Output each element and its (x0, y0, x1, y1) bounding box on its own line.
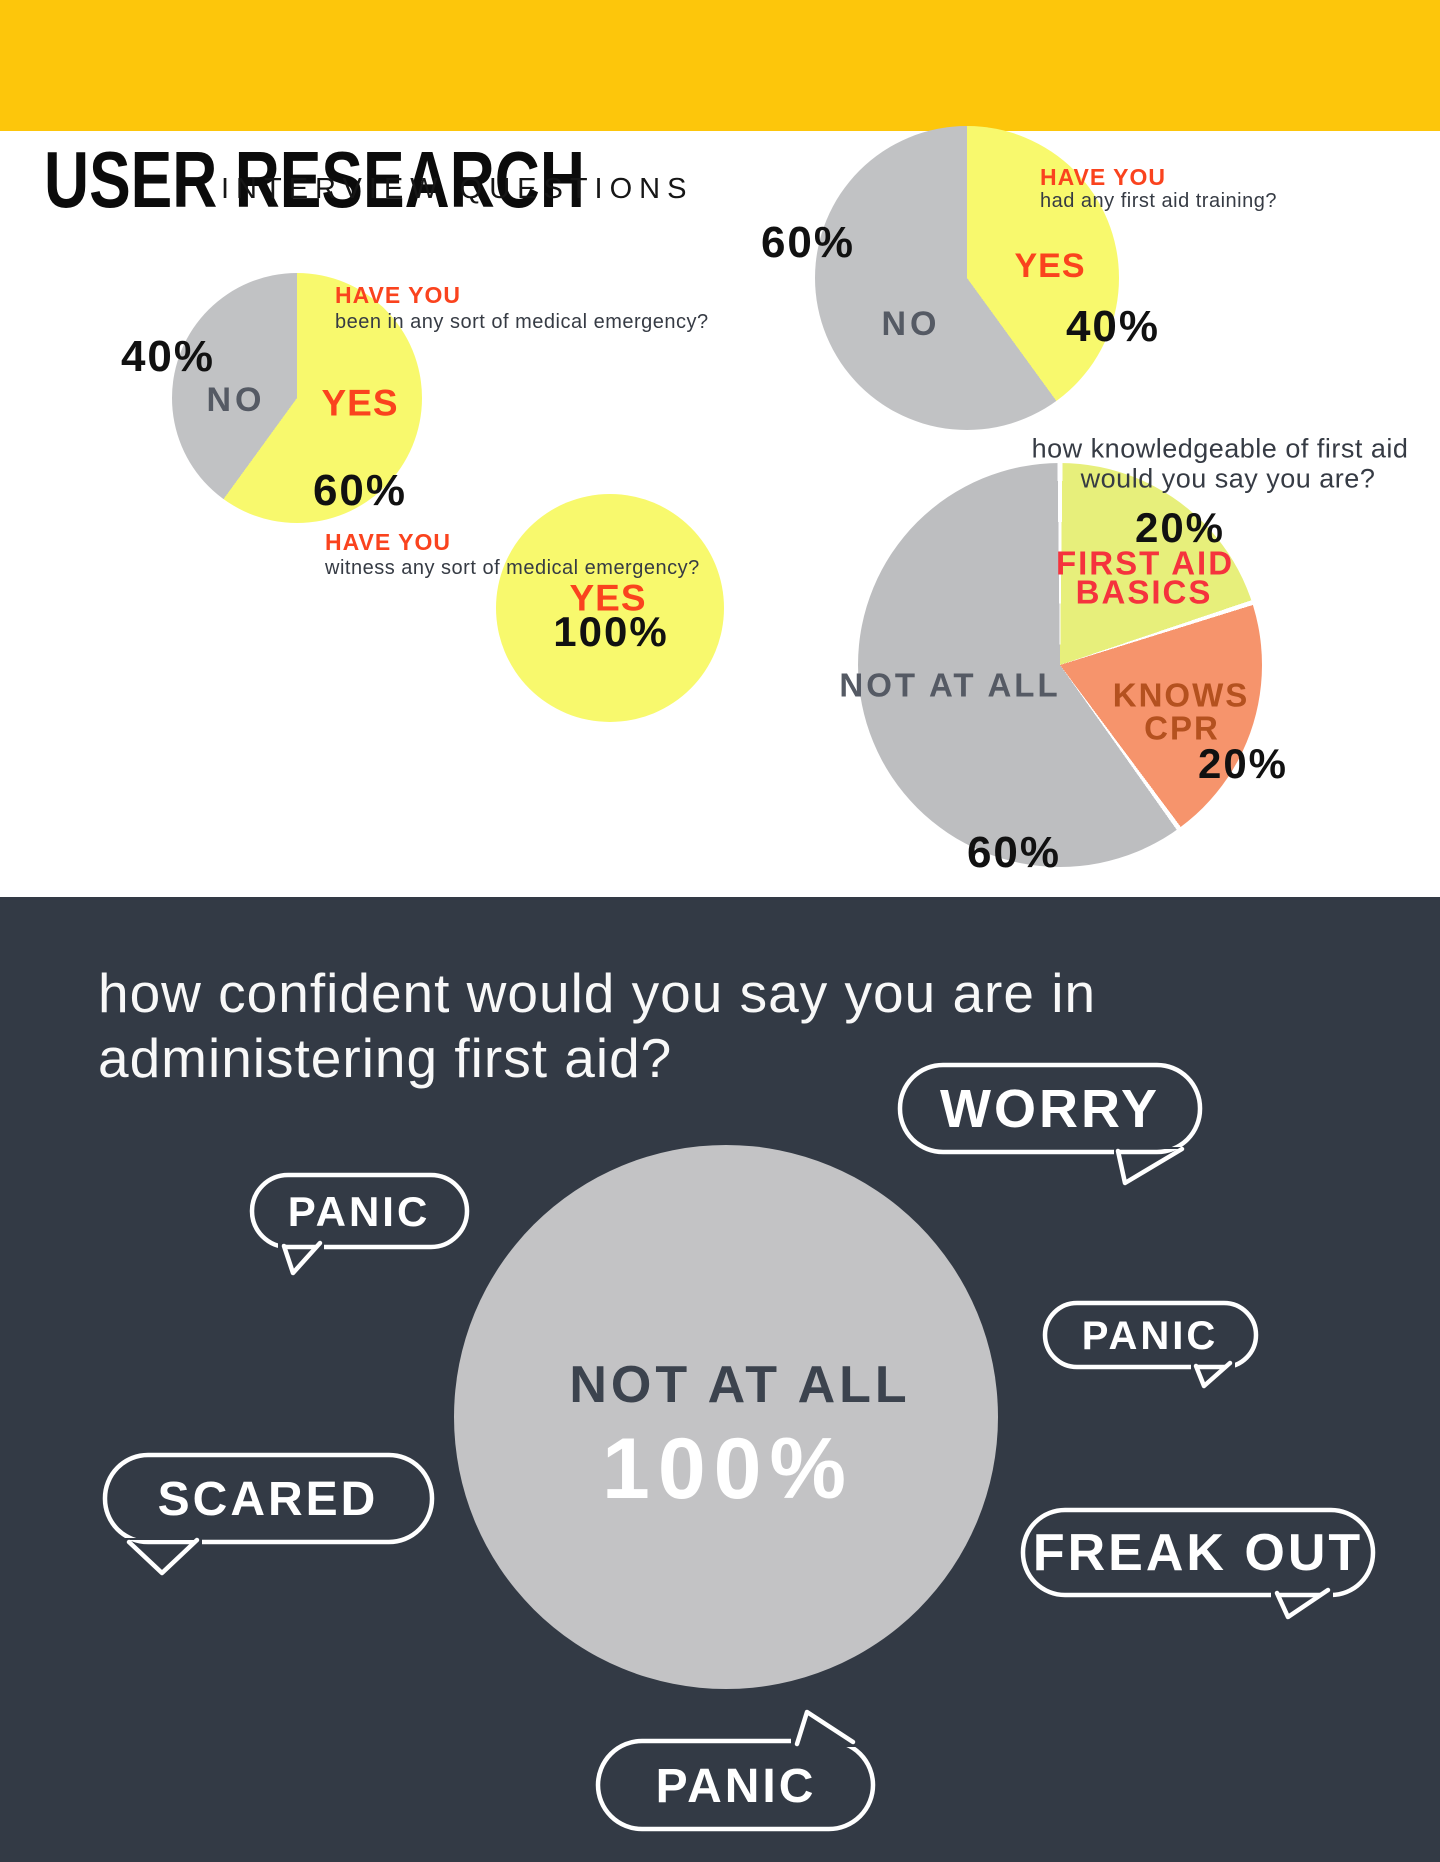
confidence-heading-line1: how confident would you say you are in (98, 962, 1097, 1024)
pie4-cpr-label-line1: KNOWS (1112, 676, 1250, 714)
pie-chart-witness-emergency (496, 494, 724, 722)
confidence-circle-label: NOT AT ALL (569, 1356, 911, 1414)
page-subtitle: INTERVIEW QUESTIONS (221, 173, 694, 205)
pie2-question-prefix: HAVE YOU (1040, 164, 1167, 190)
pie4-cpr-percent: 20% (1197, 740, 1289, 787)
speech-bubble-worry: WORRY (897, 1062, 1203, 1186)
pie2-yes-label: YES (1014, 247, 1086, 285)
bubble-scared-label: SCARED (158, 1473, 379, 1526)
header-yellow-band (0, 0, 1440, 131)
bubble-panic-bottom-label: PANIC (656, 1760, 817, 1813)
pie4-none-label: NOT AT ALL (839, 666, 1061, 704)
pie3-yes-percent: 100% (553, 608, 669, 655)
bubble-panic-right-label: PANIC (1082, 1314, 1218, 1358)
pie3-question-prefix: HAVE YOU (325, 529, 452, 555)
pie4-question-line2: would you say you are? (1080, 463, 1376, 494)
speech-bubble-panic-left: PANIC (249, 1172, 470, 1276)
speech-bubble-panic-bottom: PANIC (595, 1709, 876, 1832)
pie1-no-percent: 40% (120, 332, 216, 381)
pie-chart-first-aid-training (815, 126, 1119, 430)
speech-bubble-panic-right: PANIC (1042, 1300, 1259, 1389)
pie3-question: witness any sort of medical emergency? (325, 557, 700, 579)
pie2-no-label: NO (881, 305, 941, 343)
bubble-freak-out-label: FREAK OUT (1033, 1524, 1363, 1582)
pie3-yes-label: YES (569, 577, 647, 619)
pie4-none-percent: 60% (966, 828, 1062, 877)
page-title: USER RESEARCH (44, 134, 585, 224)
pie4-basics-label-line1: FIRST AID (1055, 544, 1235, 582)
bubble-panic-left-label: PANIC (288, 1188, 431, 1235)
pie4-cpr-label-line2: CPR (1144, 709, 1220, 747)
pie-chart-first-aid-knowledge (858, 463, 1262, 867)
speech-bubble-freak-out: FREAK OUT (1020, 1507, 1376, 1620)
pie4-question-line1: how knowledgeable of first aid (1031, 433, 1409, 464)
pie1-no-label: NO (206, 381, 266, 419)
pie4-basics-percent: 20% (1134, 504, 1226, 551)
bubble-worry-label: WORRY (940, 1079, 1160, 1139)
confidence-heading-line2: administering first aid? (98, 1027, 673, 1089)
pie2-question: had any first aid training? (1040, 190, 1277, 212)
pie1-yes-label: YES (321, 382, 399, 424)
pie1-yes-percent: 60% (312, 466, 408, 515)
pie4-basics-label-line2: BASICS (1075, 573, 1213, 611)
pie1-question-prefix: HAVE YOU (335, 282, 462, 308)
pie2-no-percent: 60% (760, 218, 856, 267)
pie1-question: been in any sort of medical emergency? (335, 311, 709, 333)
confidence-circle-percent: 100% (602, 1421, 854, 1517)
pie-chart-medical-emergency (172, 273, 422, 523)
speech-bubble-scared: SCARED (102, 1452, 435, 1576)
pie-chart-confidence (454, 1145, 998, 1689)
pie2-yes-percent: 40% (1065, 302, 1161, 351)
